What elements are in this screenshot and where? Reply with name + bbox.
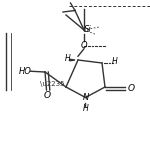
Text: HO: HO bbox=[18, 67, 31, 76]
Text: H: H bbox=[112, 57, 118, 66]
Text: \u2235: \u2235 bbox=[40, 81, 65, 87]
Text: O: O bbox=[128, 84, 135, 93]
Text: Si: Si bbox=[84, 25, 92, 34]
Text: O: O bbox=[43, 91, 51, 100]
Text: N: N bbox=[82, 93, 89, 102]
Text: H: H bbox=[65, 54, 70, 63]
Polygon shape bbox=[70, 59, 75, 61]
Text: O: O bbox=[81, 40, 87, 50]
Text: H: H bbox=[83, 104, 88, 113]
